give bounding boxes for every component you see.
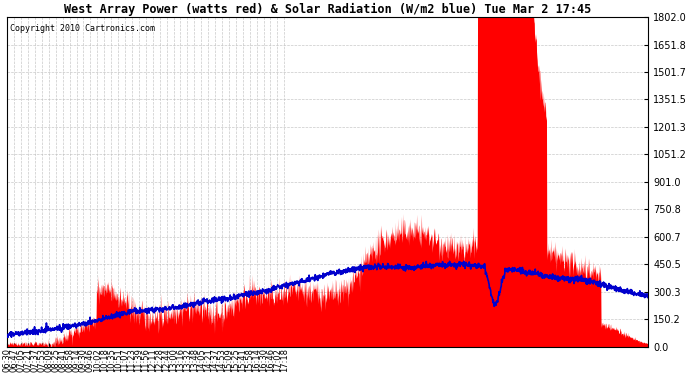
Text: Copyright 2010 Cartronics.com: Copyright 2010 Cartronics.com	[10, 24, 155, 33]
Title: West Array Power (watts red) & Solar Radiation (W/m2 blue) Tue Mar 2 17:45: West Array Power (watts red) & Solar Rad…	[64, 3, 591, 16]
